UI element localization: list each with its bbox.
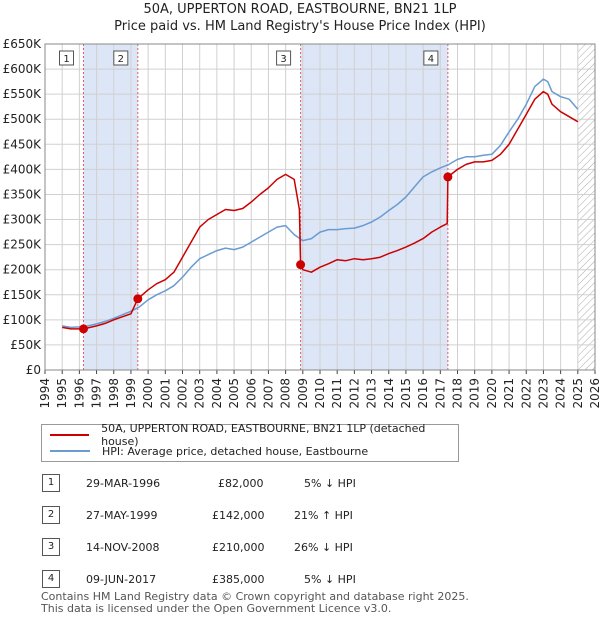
y-tick-label: £600K bbox=[3, 62, 43, 76]
y-tick-label: £400K bbox=[3, 162, 43, 176]
x-tick-label: 2019 bbox=[468, 378, 482, 409]
y-tick-label: £0 bbox=[26, 363, 41, 377]
y-tick-label: £300K bbox=[3, 213, 43, 227]
transaction-number: 3 bbox=[42, 538, 60, 556]
x-tick-label: 2023 bbox=[536, 378, 550, 409]
sale-point bbox=[443, 172, 453, 182]
sale-number-label: 1 bbox=[63, 54, 69, 65]
x-tick-label: 1995 bbox=[55, 378, 69, 409]
x-tick-label: 2000 bbox=[141, 378, 155, 409]
transaction-date: 27-MAY-1999 bbox=[86, 509, 158, 522]
x-tick-label: 1999 bbox=[124, 378, 138, 409]
y-tick-label: £650K bbox=[3, 37, 43, 51]
transaction-number: 4 bbox=[42, 570, 60, 588]
x-tick-label: 2003 bbox=[193, 378, 207, 409]
legend-swatch-hpi bbox=[50, 450, 90, 452]
property-price-line bbox=[62, 90, 579, 330]
x-tick-label: 1994 bbox=[38, 378, 52, 409]
ownership-shade bbox=[300, 44, 448, 370]
y-tick-label: £100K bbox=[3, 313, 43, 327]
transaction-price: £210,000 bbox=[212, 541, 265, 554]
y-tick-label: £50K bbox=[10, 338, 42, 352]
x-tick-label: 2017 bbox=[433, 378, 447, 409]
x-tick-label: 2021 bbox=[502, 378, 516, 409]
legend-label-property: 50A, UPPERTON ROAD, EASTBOURNE, BN21 1LP… bbox=[101, 422, 426, 448]
transaction-hpi: 5% ↓ HPI bbox=[304, 477, 356, 490]
x-tick-label: 2026 bbox=[588, 378, 600, 409]
transaction-number: 2 bbox=[42, 506, 60, 524]
sale-number-box bbox=[113, 50, 129, 66]
footer-license: This data is licensed under the Open Gov… bbox=[41, 602, 392, 615]
x-tick-label: 2013 bbox=[365, 378, 379, 409]
x-tick-label: 2011 bbox=[330, 378, 344, 409]
sale-number-box bbox=[276, 50, 292, 66]
transaction-date: 29-MAR-1996 bbox=[86, 477, 161, 490]
y-tick-label: £350K bbox=[3, 187, 43, 201]
x-tick-label: 1998 bbox=[107, 378, 121, 409]
x-tick-label: 2024 bbox=[554, 378, 568, 409]
x-tick-label: 1996 bbox=[72, 378, 86, 409]
x-tick-label: 2018 bbox=[451, 378, 465, 409]
transaction-date: 14-NOV-2008 bbox=[86, 541, 160, 554]
y-tick-label: £450K bbox=[3, 137, 43, 151]
sale-number-box bbox=[423, 50, 439, 66]
x-tick-label: 2008 bbox=[279, 378, 293, 409]
x-tick-label: 2002 bbox=[176, 378, 190, 409]
x-tick-label: 2020 bbox=[485, 378, 499, 409]
footer-copyright: Contains HM Land Registry data © Crown c… bbox=[41, 590, 469, 603]
x-tick-label: 2001 bbox=[158, 378, 172, 409]
legend-item-hpi: HPI: Average price, detached house, East… bbox=[50, 443, 368, 459]
y-tick-label: £500K bbox=[3, 112, 43, 126]
forecast-hatch bbox=[577, 44, 595, 370]
chart-subtitle: Price paid vs. HM Land Registry's House … bbox=[114, 19, 486, 34]
sale-point bbox=[296, 260, 306, 270]
x-tick-label: 2012 bbox=[347, 378, 361, 409]
sale-number-box bbox=[59, 50, 74, 66]
transaction-price: £142,000 bbox=[212, 509, 265, 522]
y-tick-label: £150K bbox=[3, 288, 43, 302]
legend-label-hpi: HPI: Average price, detached house, East… bbox=[102, 444, 369, 458]
sale-number-label: 4 bbox=[428, 54, 434, 65]
y-tick-label: £550K bbox=[3, 87, 43, 101]
x-tick-label: 2006 bbox=[244, 378, 258, 409]
sale-point bbox=[79, 324, 88, 334]
ownership-shade bbox=[83, 44, 138, 370]
price-chart: 1 2 3 4 £0 £50K £100K £150K £200K £250K £300K £350… bbox=[3, 37, 600, 409]
x-tick-label: 2022 bbox=[519, 378, 533, 409]
x-tick-label: 1997 bbox=[90, 378, 104, 409]
transaction-number: 1 bbox=[42, 474, 60, 492]
transaction-date: 09-JUN-2017 bbox=[86, 573, 157, 586]
transaction-hpi: 5% ↓ HPI bbox=[304, 573, 356, 586]
plot-frame bbox=[44, 43, 596, 371]
x-tick-label: 2015 bbox=[399, 378, 413, 409]
chart-legend: 50A, UPPERTON ROAD, EASTBOURNE, BN21 1LP… bbox=[41, 422, 459, 462]
x-tick-label: 2005 bbox=[227, 378, 241, 409]
x-tick-label: 2010 bbox=[313, 378, 327, 409]
transaction-hpi: 26% ↓ HPI bbox=[294, 541, 353, 554]
x-tick-label: 2025 bbox=[571, 378, 585, 409]
x-tick-label: 2016 bbox=[416, 378, 430, 409]
hpi-line bbox=[62, 78, 579, 329]
y-tick-label: £250K bbox=[3, 238, 43, 252]
y-tick-label: £200K bbox=[3, 263, 43, 277]
x-tick-label: 2004 bbox=[210, 378, 224, 409]
transaction-price: £82,000 bbox=[218, 477, 264, 490]
x-tick-label: 2014 bbox=[382, 378, 396, 409]
sale-point bbox=[133, 294, 143, 304]
legend-item-property: 50A, UPPERTON ROAD, EASTBOURNE, BN21 1LP… bbox=[50, 422, 458, 448]
chart-title: 50A, UPPERTON ROAD, EASTBOURNE, BN21 1LP bbox=[143, 2, 457, 17]
x-tick-label: 2009 bbox=[296, 378, 310, 409]
sale-number-label: 2 bbox=[118, 54, 124, 65]
legend-swatch-property bbox=[50, 434, 90, 436]
transaction-hpi: 21% ↑ HPI bbox=[294, 509, 353, 522]
x-tick-label: 2007 bbox=[261, 378, 275, 409]
sale-number-label: 3 bbox=[280, 54, 286, 65]
transaction-price: £385,000 bbox=[212, 573, 265, 586]
